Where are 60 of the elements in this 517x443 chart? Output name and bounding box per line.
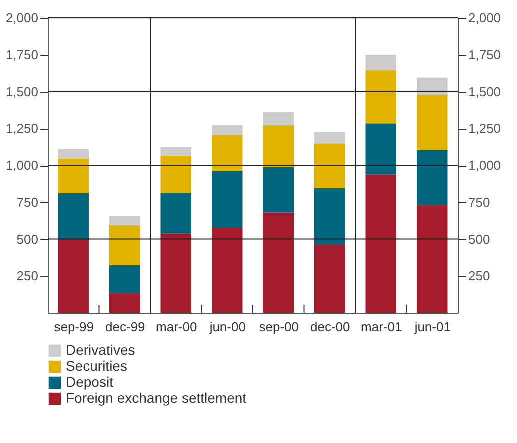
x-tick-label: sep-00 xyxy=(259,320,299,334)
bar xyxy=(212,126,243,136)
y2-tick-label: 750 xyxy=(468,194,490,210)
y2-tick-label: 1,750 xyxy=(468,47,502,62)
y-tick-label: 2,000 xyxy=(6,10,38,26)
bar xyxy=(366,174,396,313)
legend-label: Foreign exchange settlement xyxy=(66,390,247,406)
y-tick-label: 500 xyxy=(16,232,38,247)
y-tick-label: 250 xyxy=(16,268,38,284)
bar xyxy=(314,132,346,144)
bar xyxy=(263,167,294,213)
bar xyxy=(417,78,448,96)
legend-label: Securities xyxy=(66,358,128,374)
bar xyxy=(110,225,140,266)
bar xyxy=(160,156,192,194)
y2-tick-label: 2,000 xyxy=(468,10,502,26)
bar xyxy=(110,293,140,313)
bar xyxy=(314,244,346,313)
bar xyxy=(263,126,294,168)
y2-tick-label: 1,250 xyxy=(468,121,502,136)
bar xyxy=(160,147,192,156)
y2-tick-label: 500 xyxy=(468,232,490,247)
x-tick-label: jun-00 xyxy=(208,320,246,334)
bar xyxy=(160,234,192,313)
legend-label: Deposit xyxy=(66,374,114,390)
y-tick-label: 1,750 xyxy=(6,47,38,62)
bar xyxy=(212,171,243,228)
y2-tick-label: 1,000 xyxy=(468,158,502,173)
bar xyxy=(58,149,89,159)
bar xyxy=(160,193,192,234)
x-tick-label: mar-01 xyxy=(361,320,402,334)
bar xyxy=(366,124,396,175)
bar xyxy=(366,70,396,124)
y2-tick-label: 250 xyxy=(468,268,490,284)
y-tick-label: 750 xyxy=(16,194,38,210)
x-tick-label: sep-99 xyxy=(54,320,94,334)
bar xyxy=(417,150,448,206)
y-tick-label: 1,000 xyxy=(6,158,38,173)
bar xyxy=(366,55,396,70)
bar xyxy=(314,144,346,188)
bar xyxy=(263,212,294,313)
bar xyxy=(417,95,448,150)
bar xyxy=(417,205,448,313)
y-tick-label: 1,500 xyxy=(6,84,38,100)
x-tick-label: dec-00 xyxy=(310,320,350,334)
bar xyxy=(110,216,140,226)
y2-tick-label: 1,500 xyxy=(468,84,502,100)
bar xyxy=(110,265,140,294)
bar xyxy=(263,112,294,126)
bar xyxy=(212,228,243,313)
bar xyxy=(58,194,89,240)
x-tick-label: dec-99 xyxy=(106,320,146,334)
x-tick-label: jun-01 xyxy=(414,320,451,334)
x-tick-label: mar-00 xyxy=(156,320,198,334)
bar xyxy=(314,188,346,244)
legend-label: Derivatives xyxy=(66,342,136,358)
bar xyxy=(58,158,89,194)
bar xyxy=(212,135,243,172)
bar xyxy=(58,239,89,313)
y-tick-label: 1,250 xyxy=(6,121,38,136)
